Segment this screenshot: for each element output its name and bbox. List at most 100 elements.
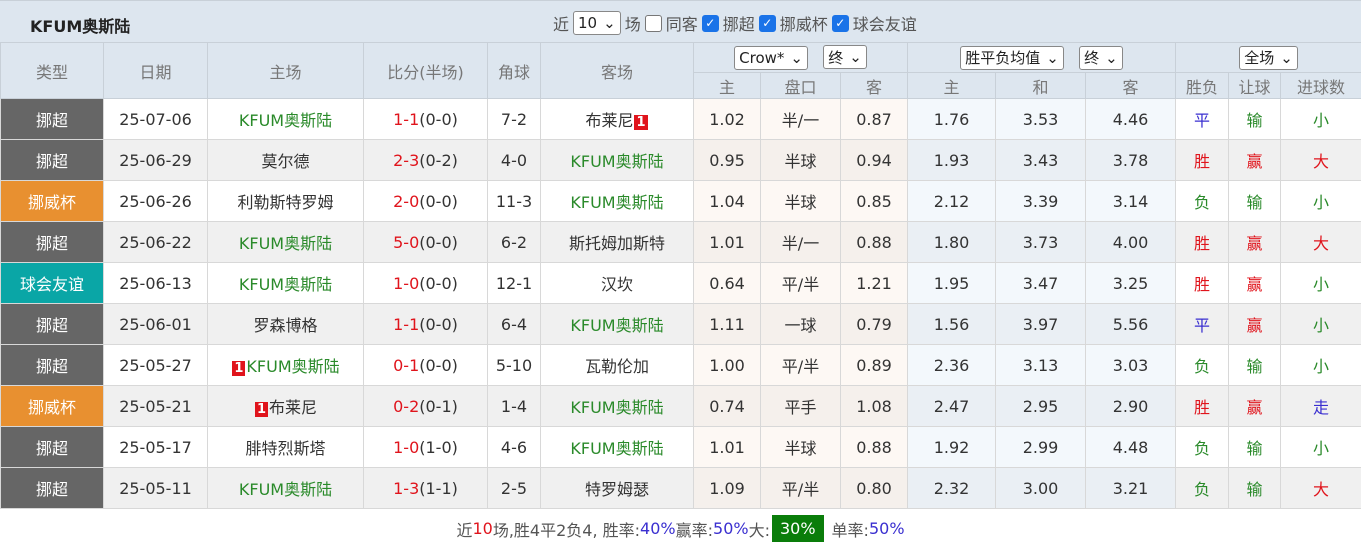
full-score: 1-0 bbox=[393, 274, 419, 293]
home-team[interactable]: KFUM奥斯陆 bbox=[239, 480, 332, 499]
corners: 6-4 bbox=[488, 304, 541, 345]
result-goals: 小 bbox=[1281, 263, 1361, 304]
away-team[interactable]: 布莱尼 bbox=[585, 111, 633, 130]
col-corner: 角球 bbox=[488, 43, 541, 99]
corners: 12-1 bbox=[488, 263, 541, 304]
home-team[interactable]: KFUM奥斯陆 bbox=[239, 275, 332, 294]
odds-select[interactable]: 胜平负均值⌄ bbox=[960, 46, 1064, 70]
match-date: 25-07-06 bbox=[104, 99, 208, 140]
eu-away-odds: 4.46 bbox=[1086, 99, 1176, 140]
away-team[interactable]: KFUM奥斯陆 bbox=[570, 316, 663, 335]
same-host-checkbox[interactable] bbox=[645, 15, 662, 32]
col-type: 类型 bbox=[1, 43, 104, 99]
score-cell[interactable]: 1-1(0-0) bbox=[364, 99, 488, 140]
result-goals: 大 bbox=[1281, 222, 1361, 263]
away-team[interactable]: 特罗姆瑟 bbox=[585, 480, 649, 499]
match-type[interactable]: 挪超 bbox=[1, 427, 104, 468]
home-team[interactable]: 腓特烈斯塔 bbox=[245, 439, 325, 458]
ah-away-odds: 0.94 bbox=[841, 140, 908, 181]
company-select[interactable]: Crow*⌄ bbox=[734, 46, 808, 70]
away-team[interactable]: 斯托姆加斯特 bbox=[569, 234, 665, 253]
home-team[interactable]: KFUM奥斯陆 bbox=[246, 357, 339, 376]
eu-home-odds: 2.36 bbox=[908, 345, 996, 386]
filter-checkbox-league[interactable]: ✓ bbox=[702, 15, 719, 32]
scope-select[interactable]: 全场⌄ bbox=[1239, 46, 1298, 70]
eu-draw-odds: 2.99 bbox=[996, 427, 1086, 468]
home-team-cell[interactable]: 利勒斯特罗姆 bbox=[208, 181, 364, 222]
match-type[interactable]: 挪超 bbox=[1, 304, 104, 345]
match-date: 25-06-22 bbox=[104, 222, 208, 263]
score-cell[interactable]: 1-1(0-0) bbox=[364, 304, 488, 345]
company-stage-value: 终 bbox=[828, 47, 843, 68]
match-type[interactable]: 挪超 bbox=[1, 345, 104, 386]
score-cell[interactable]: 2-0(0-0) bbox=[364, 181, 488, 222]
summary-text: 单率: bbox=[832, 517, 869, 541]
filter-checkbox-friendly[interactable]: ✓ bbox=[832, 15, 849, 32]
match-type[interactable]: 挪威杯 bbox=[1, 386, 104, 427]
away-team-cell[interactable]: KFUM奥斯陆 bbox=[541, 427, 694, 468]
score-cell[interactable]: 5-0(0-0) bbox=[364, 222, 488, 263]
match-date: 25-06-26 bbox=[104, 181, 208, 222]
away-team[interactable]: KFUM奥斯陆 bbox=[570, 398, 663, 417]
match-type[interactable]: 挪威杯 bbox=[1, 181, 104, 222]
filter-checkbox-cup[interactable]: ✓ bbox=[759, 15, 776, 32]
odds-stage-select[interactable]: 终⌄ bbox=[1079, 46, 1123, 70]
match-type[interactable]: 挪超 bbox=[1, 222, 104, 263]
home-team-cell[interactable]: KFUM奥斯陆 bbox=[208, 222, 364, 263]
match-type[interactable]: 球会友谊 bbox=[1, 263, 104, 304]
home-team-cell[interactable]: KFUM奥斯陆 bbox=[208, 468, 364, 509]
home-team-cell[interactable]: 莫尔德 bbox=[208, 140, 364, 181]
result-handicap: 赢 bbox=[1229, 386, 1281, 427]
home-team-cell[interactable]: 罗森博格 bbox=[208, 304, 364, 345]
away-team-cell[interactable]: 斯托姆加斯特 bbox=[541, 222, 694, 263]
home-team[interactable]: 布莱尼 bbox=[269, 398, 317, 417]
home-team[interactable]: KFUM奥斯陆 bbox=[239, 111, 332, 130]
red-card: 1 bbox=[232, 361, 245, 376]
match-type[interactable]: 挪超 bbox=[1, 140, 104, 181]
same-host-label: 同客 bbox=[666, 11, 698, 35]
home-team[interactable]: 莫尔德 bbox=[261, 152, 309, 171]
eu-draw-odds: 2.95 bbox=[996, 386, 1086, 427]
score-cell[interactable]: 2-3(0-2) bbox=[364, 140, 488, 181]
away-team-cell[interactable]: 汉坎 bbox=[541, 263, 694, 304]
home-team[interactable]: KFUM奥斯陆 bbox=[239, 234, 332, 253]
col-eu-draw: 和 bbox=[996, 73, 1086, 99]
home-team-cell[interactable]: 腓特烈斯塔 bbox=[208, 427, 364, 468]
result-goals: 小 bbox=[1281, 181, 1361, 222]
eu-away-odds: 3.78 bbox=[1086, 140, 1176, 181]
away-team[interactable]: 汉坎 bbox=[601, 275, 633, 294]
away-team-cell[interactable]: KFUM奥斯陆 bbox=[541, 181, 694, 222]
match-type[interactable]: 挪超 bbox=[1, 99, 104, 140]
recent-count-select[interactable]: 10⌄ bbox=[573, 11, 621, 35]
away-team[interactable]: KFUM奥斯陆 bbox=[570, 152, 663, 171]
away-team[interactable]: 瓦勒伦加 bbox=[585, 357, 649, 376]
home-team-cell[interactable]: KFUM奥斯陆 bbox=[208, 263, 364, 304]
company-stage-select[interactable]: 终⌄ bbox=[823, 45, 867, 69]
score-cell[interactable]: 1-0(1-0) bbox=[364, 427, 488, 468]
score-cell[interactable]: 1-0(0-0) bbox=[364, 263, 488, 304]
away-team-cell[interactable]: 瓦勒伦加 bbox=[541, 345, 694, 386]
ah-line: 半球 bbox=[761, 140, 841, 181]
home-team[interactable]: 罗森博格 bbox=[253, 316, 317, 335]
score-cell[interactable]: 0-1(0-0) bbox=[364, 345, 488, 386]
away-team-cell[interactable]: KFUM奥斯陆 bbox=[541, 140, 694, 181]
away-team-cell[interactable]: KFUM奥斯陆 bbox=[541, 304, 694, 345]
away-team-cell[interactable]: 特罗姆瑟 bbox=[541, 468, 694, 509]
recent-suffix: 场 bbox=[625, 11, 641, 35]
home-team[interactable]: 利勒斯特罗姆 bbox=[237, 193, 333, 212]
away-team-cell[interactable]: KFUM奥斯陆 bbox=[541, 386, 694, 427]
chevron-down-icon: ⌄ bbox=[603, 14, 616, 32]
score-cell[interactable]: 1-3(1-1) bbox=[364, 468, 488, 509]
corners: 6-2 bbox=[488, 222, 541, 263]
col-eu-home: 主 bbox=[908, 73, 996, 99]
away-team[interactable]: KFUM奥斯陆 bbox=[570, 193, 663, 212]
score-cell[interactable]: 0-2(0-1) bbox=[364, 386, 488, 427]
home-team-cell[interactable]: KFUM奥斯陆 bbox=[208, 99, 364, 140]
away-team[interactable]: KFUM奥斯陆 bbox=[570, 439, 663, 458]
match-type[interactable]: 挪超 bbox=[1, 468, 104, 509]
